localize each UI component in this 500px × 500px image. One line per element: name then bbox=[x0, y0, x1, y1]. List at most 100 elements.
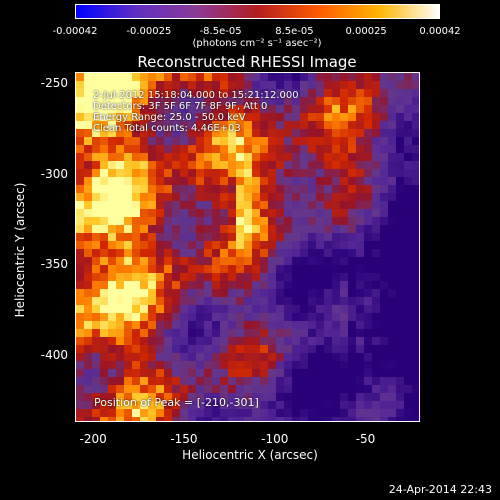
colorbar-tick-label: 8.5e-05 bbox=[275, 26, 314, 37]
heatmap-cell bbox=[316, 345, 324, 353]
heatmap-cell bbox=[372, 137, 380, 145]
heatmap-cell bbox=[324, 297, 332, 305]
heatmap-cell bbox=[292, 225, 300, 233]
heatmap-cell bbox=[292, 153, 300, 161]
heatmap-cell bbox=[180, 257, 188, 265]
heatmap-cell bbox=[204, 169, 212, 177]
heatmap-cell bbox=[236, 209, 244, 217]
colorbar-tick-label: 0.00025 bbox=[345, 26, 387, 37]
heatmap-cell bbox=[188, 137, 196, 145]
heatmap-cell bbox=[92, 201, 100, 209]
heatmap-cell bbox=[196, 305, 204, 313]
heatmap-cell bbox=[228, 297, 236, 305]
heatmap-cell bbox=[132, 233, 140, 241]
heatmap-cell bbox=[180, 393, 188, 401]
heatmap-cell bbox=[396, 369, 404, 377]
heatmap-cell bbox=[324, 145, 332, 153]
heatmap-cell bbox=[124, 305, 132, 313]
heatmap-cell bbox=[188, 161, 196, 169]
heatmap-cell bbox=[404, 217, 412, 225]
heatmap-cell bbox=[156, 161, 164, 169]
heatmap-cell bbox=[268, 225, 276, 233]
heatmap-cell bbox=[228, 249, 236, 257]
y-axis-label: Heliocentric Y (arcsec) bbox=[13, 182, 27, 318]
heatmap-cell bbox=[340, 393, 348, 401]
heatmap-cell bbox=[196, 137, 204, 145]
heatmap-cell bbox=[228, 225, 236, 233]
heatmap-cell bbox=[156, 121, 164, 129]
heatmap-cell bbox=[380, 153, 388, 161]
heatmap-cell bbox=[300, 193, 308, 201]
heatmap-cell bbox=[124, 177, 132, 185]
heatmap-cell bbox=[212, 73, 220, 81]
heatmap-cell bbox=[324, 377, 332, 385]
heatmap-cell bbox=[356, 73, 364, 81]
heatmap-cell bbox=[388, 113, 396, 121]
heatmap-cell bbox=[172, 225, 180, 233]
heatmap-cell bbox=[412, 89, 419, 97]
heatmap-cell bbox=[140, 377, 148, 385]
heatmap-cell bbox=[124, 289, 132, 297]
heatmap-cell bbox=[284, 161, 292, 169]
heatmap-cell bbox=[196, 89, 204, 97]
heatmap-cell bbox=[236, 153, 244, 161]
heatmap-cell bbox=[164, 177, 172, 185]
heatmap-cell bbox=[348, 273, 356, 281]
heatmap-cell bbox=[252, 113, 260, 121]
heatmap-cell bbox=[236, 97, 244, 105]
heatmap-cell bbox=[132, 313, 140, 321]
heatmap-cell bbox=[196, 225, 204, 233]
heatmap-cell bbox=[396, 385, 404, 393]
heatmap-cell bbox=[180, 145, 188, 153]
heatmap-cell bbox=[92, 121, 100, 129]
heatmap-cell bbox=[228, 105, 236, 113]
heatmap-cell bbox=[372, 417, 380, 421]
heatmap-cell bbox=[276, 153, 284, 161]
heatmap-cell bbox=[268, 265, 276, 273]
heatmap-cell bbox=[268, 273, 276, 281]
heatmap-cell bbox=[212, 145, 220, 153]
heatmap-cell bbox=[244, 337, 252, 345]
colorbar bbox=[75, 4, 440, 19]
heatmap-cell bbox=[332, 329, 340, 337]
heatmap-cell bbox=[196, 209, 204, 217]
heatmap-cell bbox=[284, 409, 292, 417]
heatmap-cell bbox=[316, 417, 324, 421]
heatmap-cell bbox=[332, 161, 340, 169]
heatmap-cell bbox=[308, 369, 316, 377]
heatmap-cell bbox=[228, 257, 236, 265]
heatmap-cell bbox=[116, 305, 124, 313]
heatmap-cell bbox=[164, 217, 172, 225]
heatmap-cell bbox=[300, 81, 308, 89]
heatmap-cell bbox=[412, 353, 419, 361]
heatmap-cell bbox=[364, 169, 372, 177]
heatmap-cell bbox=[340, 129, 348, 137]
colorbar-tick-label: -0.00042 bbox=[52, 26, 98, 37]
heatmap-cell bbox=[300, 177, 308, 185]
heatmap-cell bbox=[148, 201, 156, 209]
heatmap-cell bbox=[140, 329, 148, 337]
heatmap-cell bbox=[388, 81, 396, 89]
heatmap-cell bbox=[308, 249, 316, 257]
heatmap-cell bbox=[316, 241, 324, 249]
heatmap-cell bbox=[308, 321, 316, 329]
heatmap-cell bbox=[348, 153, 356, 161]
heatmap-cell bbox=[180, 321, 188, 329]
heatmap-cell bbox=[276, 369, 284, 377]
heatmap-cell bbox=[204, 289, 212, 297]
heatmap-cell bbox=[196, 401, 204, 409]
heatmap-cell bbox=[252, 361, 260, 369]
heatmap-cell bbox=[228, 305, 236, 313]
heatmap-cell bbox=[292, 281, 300, 289]
heatmap-cell bbox=[92, 177, 100, 185]
heatmap-cell bbox=[412, 145, 419, 153]
heatmap-cell bbox=[316, 257, 324, 265]
heatmap-cell bbox=[228, 73, 236, 81]
heatmap-cell bbox=[164, 145, 172, 153]
heatmap-cell bbox=[116, 209, 124, 217]
heatmap-cell bbox=[260, 121, 268, 129]
heatmap-cell bbox=[308, 185, 316, 193]
heatmap-cell bbox=[300, 337, 308, 345]
heatmap-cell bbox=[100, 129, 108, 137]
heatmap-cell bbox=[204, 73, 212, 81]
